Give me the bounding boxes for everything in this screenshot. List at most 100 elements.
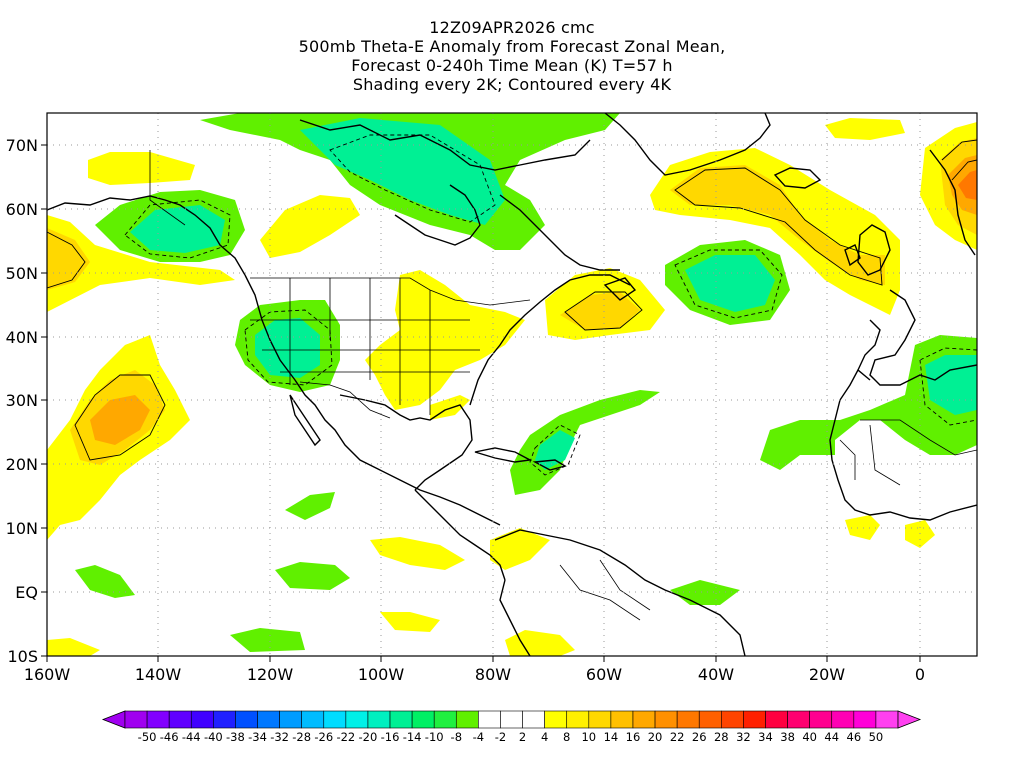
title-line-3: Forecast 0-240h Time Mean (K) T=57 h bbox=[351, 56, 673, 75]
coast-cuba bbox=[474, 447, 533, 463]
colorbar-swatch bbox=[168, 710, 192, 729]
colorbar-label: 38 bbox=[780, 730, 795, 744]
colorbar-label: -14 bbox=[403, 730, 422, 744]
colorbar-swatch bbox=[875, 710, 899, 729]
colorbar-swatch bbox=[743, 710, 766, 729]
coast-samerica-north bbox=[494, 529, 746, 656]
lat-label-eq: EQ bbox=[15, 583, 38, 602]
graticule bbox=[47, 113, 977, 656]
contour-norway-pos-1 bbox=[941, 139, 977, 161]
colorbar-swatch bbox=[676, 710, 700, 729]
contour-natl-pos bbox=[674, 167, 883, 286]
colorbar-label: 20 bbox=[648, 730, 663, 744]
shading-green-tpac-4 bbox=[230, 628, 305, 652]
colorbar-label: -50 bbox=[138, 730, 157, 744]
coast-greenland bbox=[604, 113, 771, 176]
colorbar-swatch bbox=[831, 710, 855, 729]
tick-marks bbox=[41, 144, 921, 662]
colorbar-swatch bbox=[698, 710, 722, 729]
colorbar-label: -34 bbox=[248, 730, 267, 744]
coast-centralamerica bbox=[414, 489, 506, 581]
shading-green-amazon bbox=[670, 580, 740, 605]
shading-green-tpac-1 bbox=[275, 562, 350, 590]
colorbar-swatch bbox=[478, 710, 501, 729]
colorbar-label: 4 bbox=[541, 730, 548, 744]
colorbar-swatch bbox=[146, 710, 170, 729]
lat-label-40n: 40N bbox=[6, 328, 38, 347]
political-boundaries bbox=[149, 150, 977, 621]
border-us-mexico bbox=[299, 381, 391, 419]
colorbar-swatch bbox=[235, 710, 258, 729]
colorbar-swatch bbox=[522, 710, 545, 729]
lon-label-40w: 40W bbox=[698, 665, 734, 684]
coast-arctic-islands bbox=[299, 119, 591, 171]
border-us-states-1 bbox=[289, 278, 431, 415]
lon-label-120w: 120W bbox=[247, 665, 294, 684]
shading-yellow-amazon bbox=[505, 630, 575, 656]
coast-baja bbox=[289, 394, 321, 447]
colorbar-swatch bbox=[389, 710, 413, 729]
border-canada-us bbox=[250, 277, 531, 306]
shading-green-tpac-2 bbox=[75, 565, 135, 598]
lon-label-100w: 100W bbox=[358, 665, 405, 684]
coast-ireland bbox=[844, 244, 861, 267]
colorbar-label: 40 bbox=[802, 730, 817, 744]
lon-label-160w: 160W bbox=[24, 665, 71, 684]
colorbar-label: 28 bbox=[714, 730, 729, 744]
contour-cpac-pos bbox=[74, 374, 166, 461]
colorbar-label: -16 bbox=[381, 730, 400, 744]
colorbar-label: 22 bbox=[670, 730, 685, 744]
shading-gold-newfoundland bbox=[560, 292, 640, 330]
shading-yellow-tpac-2 bbox=[380, 612, 440, 632]
colorbar-swatch bbox=[787, 710, 810, 729]
colorbar-arrow-right bbox=[897, 710, 922, 729]
shading-yellow-canada bbox=[260, 195, 360, 258]
colorbar-swatch bbox=[721, 710, 744, 729]
map-frame bbox=[46, 112, 978, 657]
colorbar-swatch bbox=[765, 710, 788, 729]
shading-orange-cpac bbox=[90, 395, 150, 445]
colorbar-label: -28 bbox=[292, 730, 311, 744]
title-line-4: Shading every 2K; Contoured every 4K bbox=[352, 75, 672, 94]
border-africa-1 bbox=[860, 419, 977, 456]
coast-scandinavia bbox=[929, 149, 976, 256]
colorbar-label: 14 bbox=[604, 730, 619, 744]
coast-nafrica bbox=[829, 369, 977, 521]
shading-yellow-eastus bbox=[365, 270, 525, 410]
coast-europe bbox=[869, 289, 977, 386]
coast-uk bbox=[857, 224, 891, 276]
shading-yellow-tpac-3 bbox=[47, 638, 100, 656]
contour-baffin-neg bbox=[329, 134, 496, 223]
lon-label-60w: 60W bbox=[586, 665, 622, 684]
colorbar-swatch bbox=[853, 710, 877, 729]
colorbar-label: -2 bbox=[495, 730, 506, 744]
colorbar-swatch bbox=[213, 710, 236, 729]
colorbar-label: 34 bbox=[758, 730, 773, 744]
colorbar-label: -38 bbox=[226, 730, 245, 744]
shading-gold-natlantic bbox=[670, 165, 885, 285]
coast-eastus bbox=[469, 274, 631, 406]
colorbar-swatch bbox=[323, 710, 347, 729]
lat-label-10s: 10S bbox=[7, 647, 38, 666]
coast-newfoundland bbox=[603, 277, 637, 301]
shading-teal-alaska bbox=[130, 205, 225, 253]
colorbar-label: 26 bbox=[692, 730, 707, 744]
shading-yellow-yukon bbox=[88, 152, 195, 185]
colorbar-label: -40 bbox=[204, 730, 223, 744]
shading-green-tpac-3 bbox=[285, 492, 335, 520]
shading-green-med bbox=[760, 335, 977, 470]
colorbar-label: 50 bbox=[869, 730, 884, 744]
colorbar-swatch bbox=[301, 710, 325, 729]
colorbar-label: 32 bbox=[736, 730, 751, 744]
shading-gold-nepac bbox=[47, 228, 90, 290]
colorbar-swatch bbox=[279, 710, 302, 729]
coast-iberia bbox=[857, 319, 881, 381]
shading-teal-caribbean bbox=[535, 430, 575, 470]
colorbar-swatch bbox=[632, 710, 656, 729]
colorbar-label: -20 bbox=[359, 730, 378, 744]
colorbar-label: -32 bbox=[270, 730, 289, 744]
colorbar-label: -4 bbox=[473, 730, 484, 744]
lat-label-50n: 50N bbox=[6, 264, 38, 283]
shading-yellow-nepac bbox=[47, 215, 235, 312]
